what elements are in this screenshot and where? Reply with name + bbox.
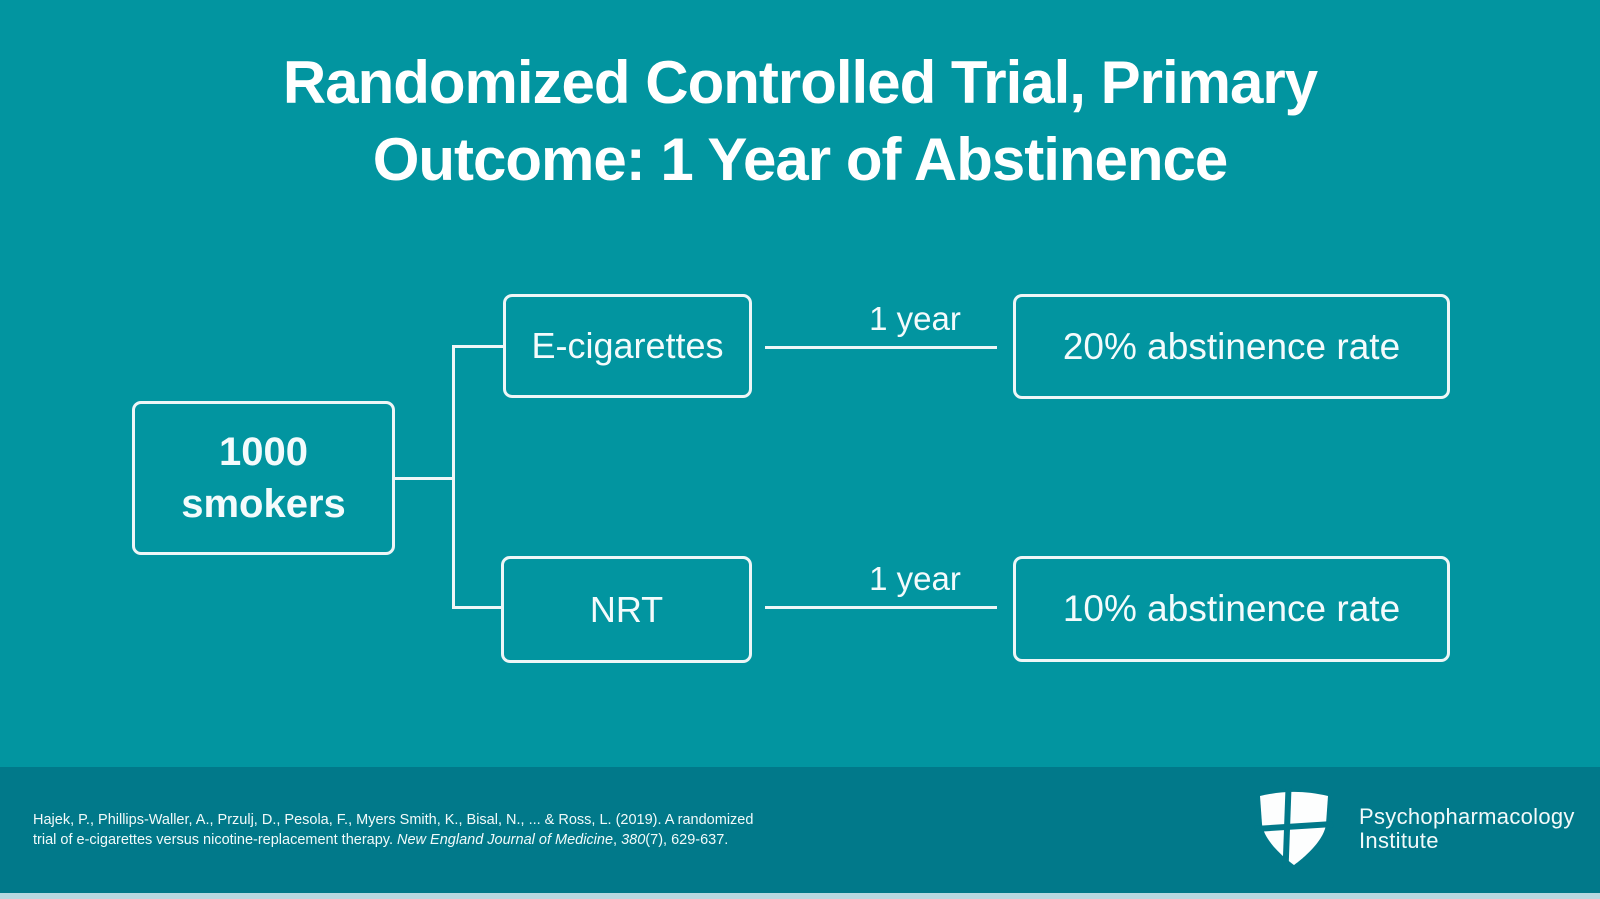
citation: Hajek, P., Phillips-Waller, A., Przulj, … [33,810,793,850]
connector-branch-bottom [452,606,503,609]
outcome-node-20pct: 20% abstinence rate [1013,294,1450,399]
root-node-label: 1000 smokers [181,430,346,526]
arm-node-label: E-cigarettes [531,325,724,366]
citation-volume: 380 [621,832,646,848]
outcome-node-label: 10% abstinence rate [1062,588,1401,629]
connector-outcome-top [765,346,997,349]
root-node-1000-smokers: 1000 smokers [132,401,395,555]
arm-node-label: NRT [589,588,664,630]
citation-journal: New England Journal of Medicine [397,832,614,848]
connector-branch-top [452,345,503,348]
logo-text: Psychopharmacology Institute [1359,805,1575,853]
logo-name-line1: Psychopharmacology [1359,804,1575,829]
connector-root-stub [395,477,452,480]
duration-label-bottom: 1 year [869,560,961,597]
psychopharmacology-institute-logo: Psychopharmacology Institute [1253,788,1575,870]
shield-cross-icon [1254,788,1334,870]
citation-line1: Hajek, P., Phillips-Waller, A., Przulj, … [33,812,754,828]
outcome-node-label: 20% abstinence rate [1062,325,1401,367]
outcome-node-10pct: 10% abstinence rate [1013,556,1450,662]
slide-title: Randomized Controlled Trial, Primary Out… [0,44,1600,198]
duration-label-top: 1 year [869,300,961,337]
arm-node-ecigarettes: E-cigarettes [503,294,752,398]
arm-node-nrt: NRT [501,556,752,663]
slide-title-line1: Randomized Controlled Trial, Primary [282,49,1318,116]
slide-title-line2: Outcome: 1 Year of Abstinence [372,126,1229,193]
connector-outcome-bottom [765,606,997,609]
logo-name-line2: Institute [1359,828,1439,853]
connector-branch-vertical [452,345,455,609]
bottom-edge-strip [0,893,1600,899]
citation-line2: trial of e-cigarettes versus nicotine-re… [33,832,729,848]
footer-band [0,767,1600,893]
